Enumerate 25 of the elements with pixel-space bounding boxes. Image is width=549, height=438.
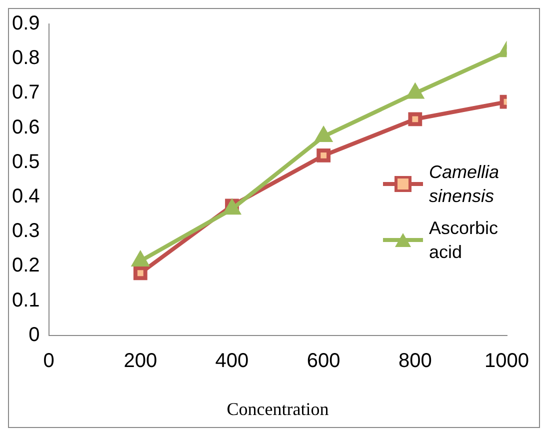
y-tick-label: 0.3 <box>12 220 40 242</box>
x-tick-label: 600 <box>306 350 340 372</box>
y-tick-label: 0.2 <box>12 254 40 277</box>
y-tick-label: 0 <box>28 324 40 346</box>
y-tick-label: 0.9 <box>12 12 40 35</box>
x-tick-label: 800 <box>398 350 432 372</box>
point <box>407 84 424 99</box>
y-tick-label: 0.8 <box>12 47 40 70</box>
y-tick-label: 0.6 <box>12 116 40 138</box>
point <box>132 252 148 267</box>
y-tick-label: 0.1 <box>12 289 40 312</box>
x-tick-label: 400 <box>215 350 249 372</box>
x-tick-label: 0 <box>43 350 54 372</box>
point <box>133 266 148 280</box>
legend-label: Ascorbic acid <box>429 217 500 264</box>
x-tick-label: 1000 <box>484 350 530 372</box>
point <box>316 127 332 142</box>
point <box>408 112 422 126</box>
x-axis-title: Concentration <box>226 398 329 419</box>
y-tick-label: 0.4 <box>12 186 40 208</box>
y-tick-label: 0.7 <box>12 82 40 104</box>
point <box>316 148 331 162</box>
x-tick-label: 200 <box>124 350 158 372</box>
y-tick-label: 0.5 <box>12 150 40 173</box>
legend-label: Camellia sinensis <box>429 161 500 208</box>
